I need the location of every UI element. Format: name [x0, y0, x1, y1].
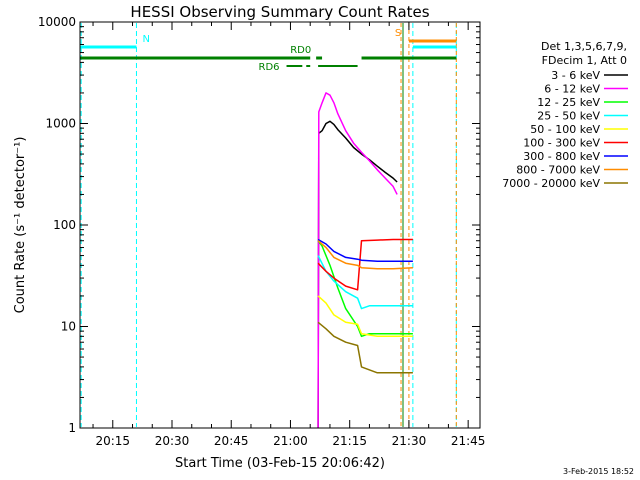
chart-title: HESSI Observing Summary Count Rates [130, 3, 429, 21]
y-tick-label: 10000 [38, 15, 76, 29]
legend-label: 800 - 7000 keV [516, 164, 600, 177]
plot-frame [79, 21, 481, 429]
series-line-6-12-kev [317, 92, 398, 429]
y-axis-label: Count Rate (s⁻¹ detector⁻¹) [13, 137, 28, 314]
legend-label: 12 - 25 keV [537, 96, 600, 109]
y-axis: 1 10 100 1000 10000 [38, 15, 480, 435]
flag-label-s: S [395, 28, 401, 39]
series-line-800-7000-kev [317, 240, 413, 270]
legend-label: 3 - 6 keV [551, 69, 600, 82]
legend-label: 7000 - 20000 keV [502, 177, 600, 190]
x-tick-label: 20:45 [214, 434, 249, 448]
y-axis-label-text: Count Rate (s⁻¹ detector⁻¹) [13, 137, 28, 314]
series-line-25-50-kev [317, 255, 413, 310]
x-axis-label: Start Time (03-Feb-15 20:06:42) [175, 456, 385, 471]
series-line-300-800-kev [317, 238, 413, 262]
legend-label: 50 - 100 keV [530, 123, 600, 136]
date-stamp: 3-Feb-2015 18:52 [563, 467, 634, 476]
y-tick-label: 1000 [45, 117, 76, 131]
series-line-3-6-kev [317, 120, 398, 429]
legend-label: 25 - 50 keV [537, 110, 600, 123]
flag-label-rd6: RD6 [259, 62, 280, 73]
legend-label: 6 - 12 keV [544, 83, 600, 96]
x-tick-label: 21:00 [273, 434, 308, 448]
legend-header-line-1: Det 1,3,5,6,7,9, [541, 40, 627, 53]
x-tick-label: 21:30 [392, 434, 427, 448]
y-tick-label: 100 [53, 218, 76, 232]
flag-label-n: N [142, 34, 149, 45]
x-tick-label: 21:45 [451, 434, 486, 448]
series-line-7000-20000-kev [317, 321, 413, 374]
plot-area: N S RD0 RD6 [80, 23, 457, 429]
x-tick-label: 20:15 [95, 434, 130, 448]
y-tick-label: 1 [68, 421, 76, 435]
legend-label: 300 - 800 keV [523, 150, 600, 163]
series-line-50-100-kev [317, 295, 413, 338]
legend-label: 100 - 300 keV [523, 137, 600, 150]
y-tick-label: 10 [61, 320, 76, 334]
x-tick-label: 20:30 [155, 434, 190, 448]
x-tick-label: 21:15 [332, 434, 367, 448]
x-axis: 20:15 20:30 20:45 21:00 21:15 21:30 21:45 [92, 22, 486, 448]
legend: Det 1,3,5,6,7,9, FDecim 1, Att 0 3 - 6 k… [502, 40, 628, 190]
flag-label-rd0: RD0 [290, 45, 311, 56]
series-line-100-300-kev [317, 238, 413, 291]
series-line-12-25-kev [317, 240, 413, 338]
legend-header-line-2: FDecim 1, Att 0 [542, 54, 627, 67]
